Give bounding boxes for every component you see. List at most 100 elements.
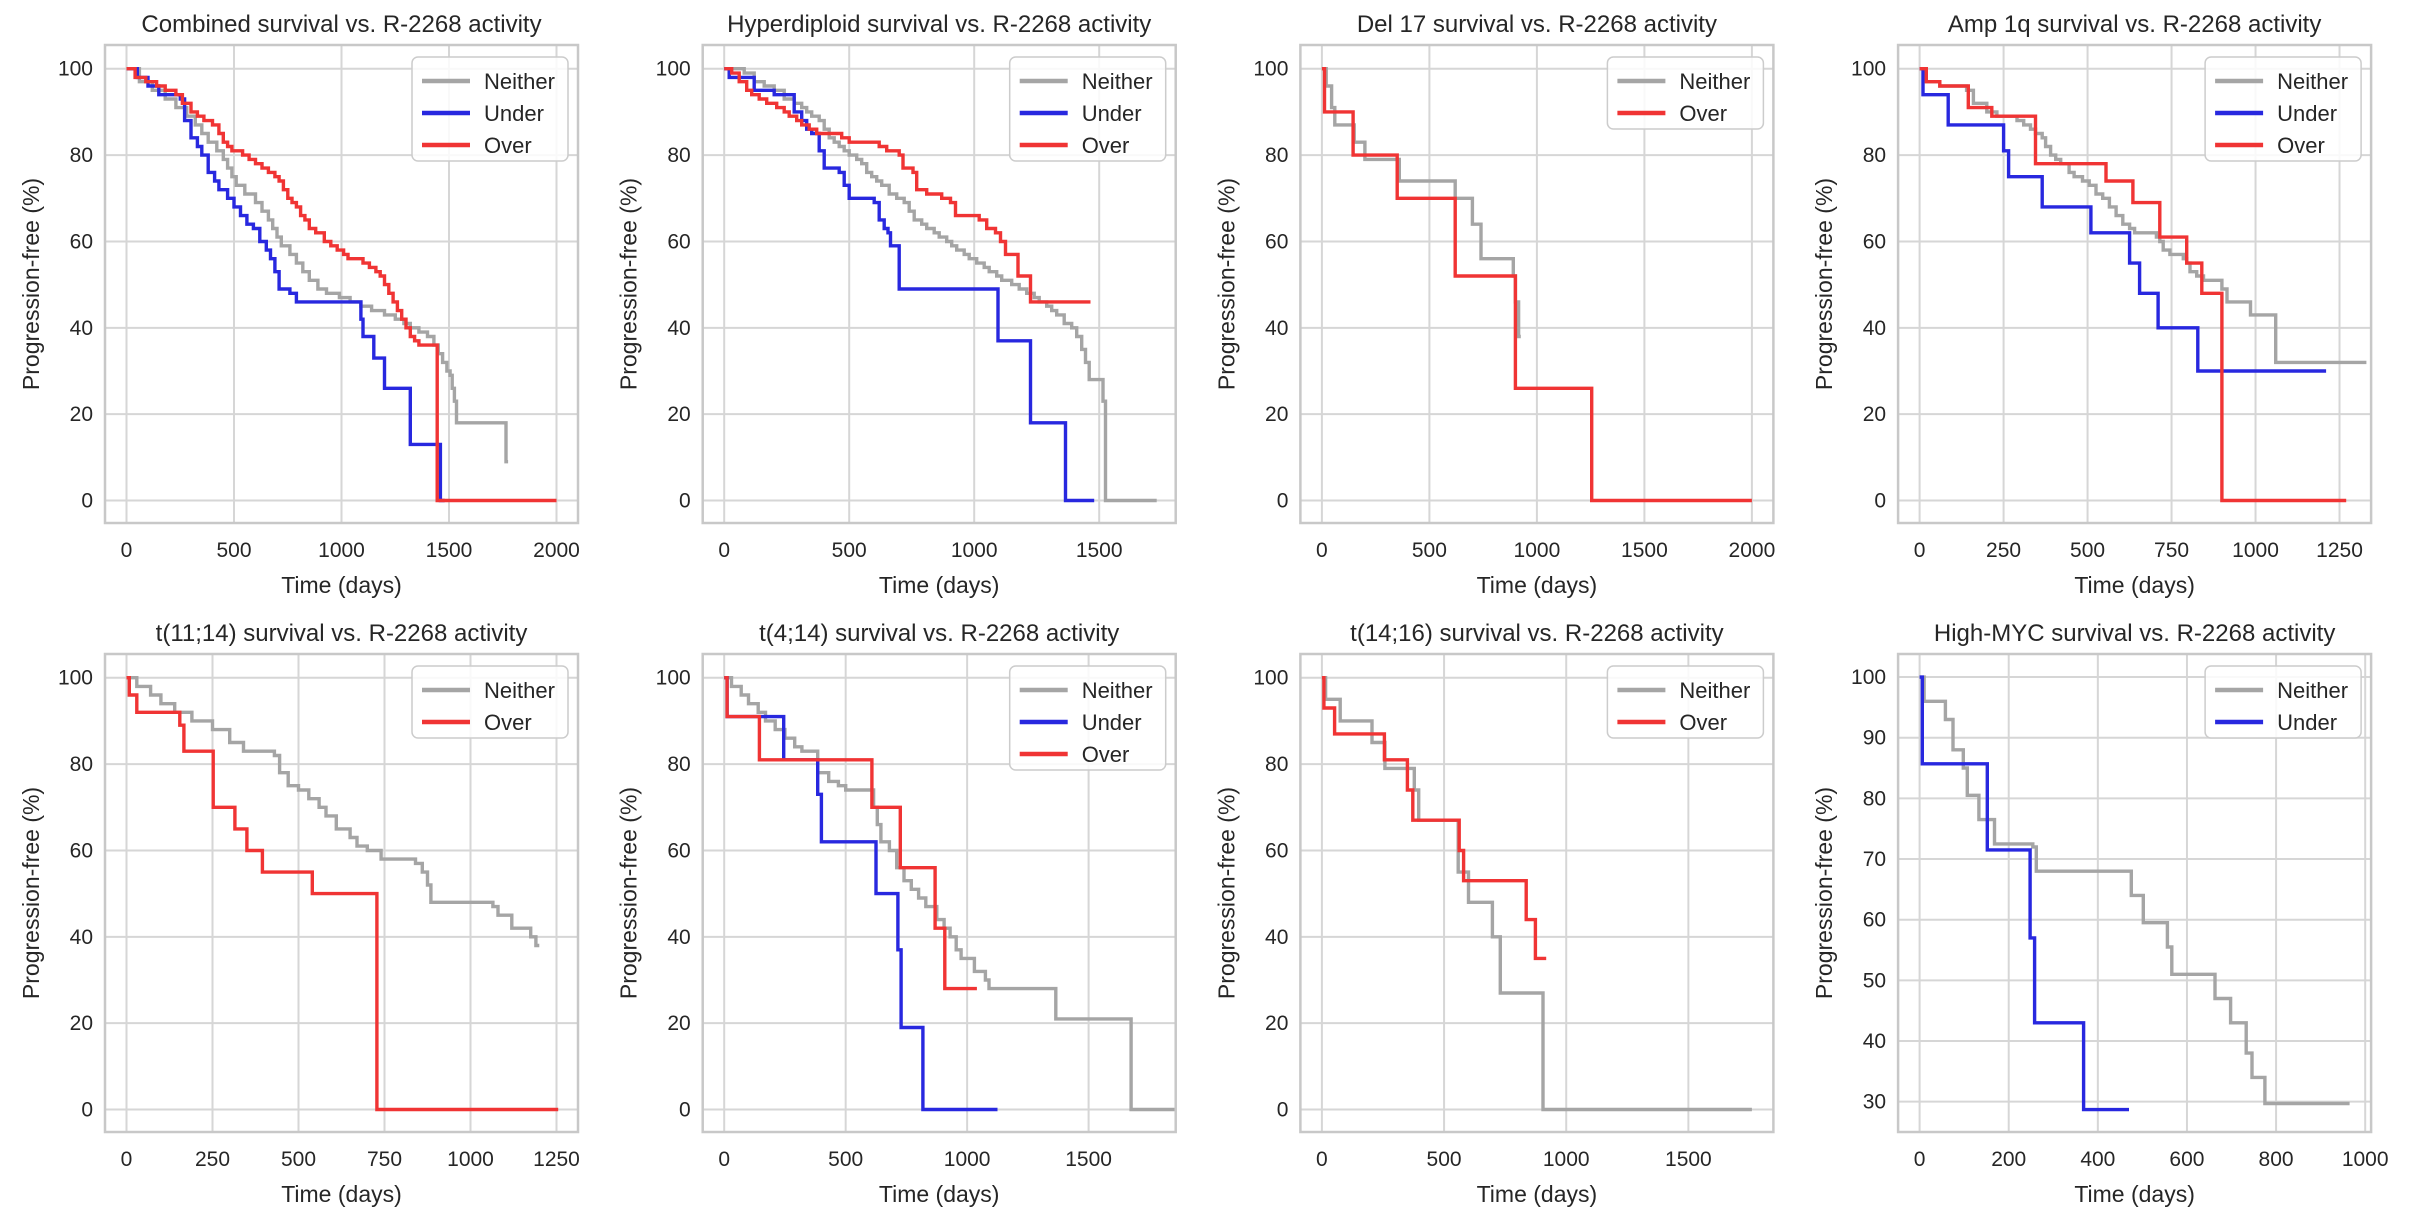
y-tick-label: 100 xyxy=(656,667,691,690)
x-tick-label: 1000 xyxy=(2342,1148,2389,1171)
y-tick-label: 40 xyxy=(70,317,93,340)
x-tick-label: 1000 xyxy=(1543,1148,1590,1171)
y-tick-label: 70 xyxy=(1863,848,1886,871)
plot-border xyxy=(103,43,580,525)
x-tick-label: 0 xyxy=(121,1148,133,1171)
y-tick-label: 60 xyxy=(667,839,690,862)
legend-label-under: Under xyxy=(1082,710,1142,735)
x-tick-label: 1500 xyxy=(1665,1148,1712,1171)
chart-title: Combined survival vs. R-2268 activity xyxy=(141,11,541,38)
y-axis-label: Progression-free (%) xyxy=(18,178,44,390)
plot-border xyxy=(1299,652,1775,1134)
y-tick-label: 60 xyxy=(70,839,93,862)
legend-label-under: Under xyxy=(2277,101,2337,126)
legend: Neither Under Over xyxy=(1008,665,1167,771)
legend-label-neither: Neither xyxy=(1679,69,1750,94)
x-tick-label: 2000 xyxy=(1729,539,1776,562)
x-tick-label: 250 xyxy=(195,1148,230,1171)
y-tick-label: 40 xyxy=(1265,926,1288,949)
y-tick-label: 100 xyxy=(58,58,93,81)
legend: Neither Over xyxy=(1606,56,1765,130)
chart-title: t(14;16) survival vs. R-2268 activity xyxy=(1350,620,1723,647)
legend-label-neither: Neither xyxy=(1679,678,1750,703)
legend-label-over: Over xyxy=(2277,133,2325,158)
series-under-curve xyxy=(1919,67,2327,373)
plot-border xyxy=(701,43,1177,525)
x-tick-label: 0 xyxy=(1316,539,1328,562)
y-axis-label: Progression-free (%) xyxy=(1213,787,1239,999)
chart-title: Del 17 survival vs. R-2268 activity xyxy=(1357,11,1717,38)
x-axis-label: Time (days) xyxy=(2074,572,2195,598)
y-tick-label: 0 xyxy=(81,490,93,513)
legend-label-over: Over xyxy=(1679,710,1727,735)
legend-label-over: Over xyxy=(484,133,532,158)
x-tick-label: 1500 xyxy=(1076,539,1123,562)
x-tick-label: 500 xyxy=(1427,1148,1462,1171)
y-tick-label: 100 xyxy=(656,58,691,81)
y-tick-label: 0 xyxy=(1277,490,1289,513)
legend: Neither Over xyxy=(411,665,569,739)
y-tick-label: 20 xyxy=(1265,403,1288,426)
x-axis-label: Time (days) xyxy=(879,1181,1000,1207)
y-tick-label: 20 xyxy=(667,1012,690,1035)
legend-label-over: Over xyxy=(1679,101,1727,126)
y-tick-label: 0 xyxy=(81,1099,93,1122)
legend: Neither Under xyxy=(2204,665,2362,739)
y-axis-label: Progression-free (%) xyxy=(1213,178,1239,390)
y-tick-label: 100 xyxy=(1253,58,1288,81)
x-tick-label: 2000 xyxy=(533,539,580,562)
legend-label-over: Over xyxy=(1082,742,1130,767)
x-tick-label: 500 xyxy=(832,539,867,562)
y-tick-label: 0 xyxy=(679,490,691,513)
x-tick-label: 0 xyxy=(718,1148,730,1171)
x-tick-label: 500 xyxy=(216,539,251,562)
y-tick-label: 100 xyxy=(58,667,93,690)
chart-title: t(11;14) survival vs. R-2268 activity xyxy=(156,620,528,647)
series-under-curve xyxy=(724,67,1095,503)
y-tick-label: 0 xyxy=(679,1099,691,1122)
y-tick-label: 80 xyxy=(1265,144,1288,167)
y-tick-label: 100 xyxy=(1851,666,1886,689)
plot-border xyxy=(1299,43,1775,525)
chart-title: Amp 1q survival vs. R-2268 activity xyxy=(1948,11,2321,38)
legend-label-under: Under xyxy=(1082,101,1142,126)
legend-label-neither: Neither xyxy=(484,69,555,94)
x-tick-label: 200 xyxy=(1991,1148,2026,1171)
series-over-curve xyxy=(724,676,977,991)
series-over-curve xyxy=(126,67,557,503)
x-tick-label: 500 xyxy=(1412,539,1447,562)
series-over-curve xyxy=(1321,67,1752,503)
x-axis-label: Time (days) xyxy=(1477,572,1598,598)
legend-label-neither: Neither xyxy=(1082,69,1153,94)
y-axis-label: Progression-free (%) xyxy=(616,787,642,999)
legend: Neither Under Over xyxy=(2204,56,2362,162)
y-tick-label: 100 xyxy=(1851,58,1886,81)
y-tick-label: 40 xyxy=(1265,317,1288,340)
x-tick-label: 1500 xyxy=(426,539,473,562)
y-tick-label: 80 xyxy=(1265,753,1288,776)
gridlines xyxy=(105,654,578,1132)
x-axis-label: Time (days) xyxy=(2074,1181,2195,1207)
x-tick-label: 250 xyxy=(1986,539,2021,562)
legend: Neither Under Over xyxy=(1008,56,1167,162)
y-tick-label: 40 xyxy=(1863,317,1886,340)
x-tick-label: 1250 xyxy=(533,1148,580,1171)
plot-border xyxy=(1896,652,2373,1134)
series-under-curve xyxy=(126,67,445,503)
x-tick-label: 1500 xyxy=(1621,539,1668,562)
series-over-curve xyxy=(126,676,559,1112)
series-neither-curve xyxy=(126,67,509,464)
legend-label-under: Under xyxy=(484,101,544,126)
subplot-t11-14: t(11;14) survival vs. R-2268 activity 0 25… xyxy=(18,620,580,1207)
legend-label-under: Under xyxy=(2277,710,2337,735)
y-tick-label: 60 xyxy=(667,230,690,253)
y-tick-label: 20 xyxy=(1265,1012,1288,1035)
x-tick-label: 1000 xyxy=(944,1148,991,1171)
y-tick-label: 40 xyxy=(667,926,690,949)
x-tick-label: 0 xyxy=(718,539,730,562)
x-tick-label: 500 xyxy=(2070,539,2105,562)
chart-title: Hyperdiploid survival vs. R-2268 activit… xyxy=(727,11,1151,38)
x-tick-label: 1000 xyxy=(2232,539,2279,562)
x-tick-label: 400 xyxy=(2080,1148,2115,1171)
